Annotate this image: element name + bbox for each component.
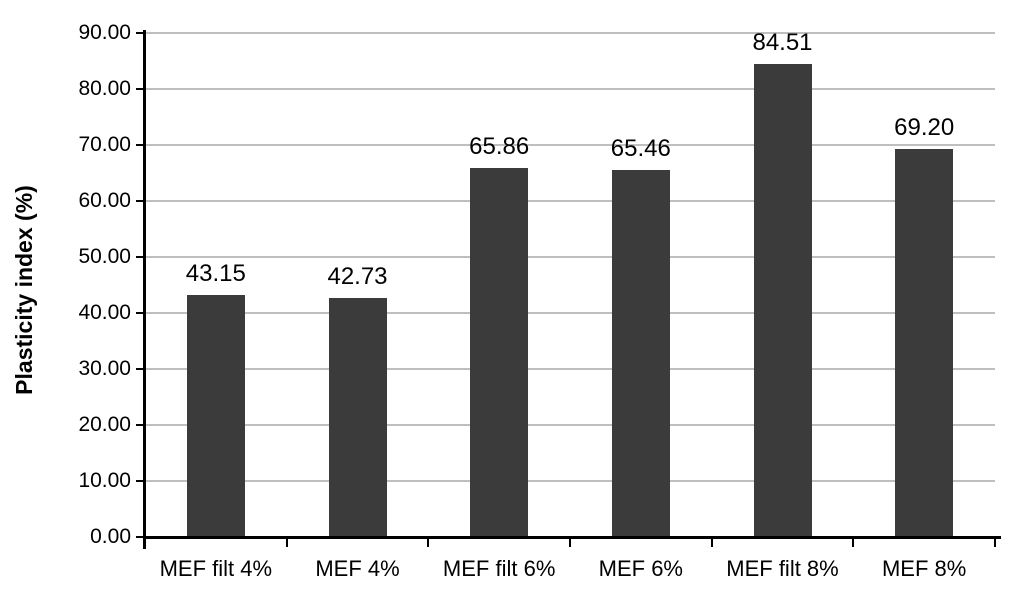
bar-value-label: 84.51: [752, 28, 813, 56]
x-axis-line: [143, 536, 1001, 539]
gridline: [145, 88, 995, 90]
y-axis-tick-label: 50.00: [78, 245, 131, 268]
y-axis-tick-label: 40.00: [78, 301, 131, 324]
x-axis-tick-mark: [710, 537, 713, 547]
y-axis-tick-mark: [136, 368, 145, 370]
gridline: [145, 32, 995, 34]
x-axis-category-label: MEF filt 4%: [159, 556, 273, 581]
bar-value-label: 65.86: [469, 133, 530, 161]
x-axis-tick-mark: [994, 537, 996, 547]
bar-value-label: 65.46: [610, 135, 671, 163]
gridline: [145, 480, 995, 482]
y-axis-line: [143, 30, 146, 549]
gridline: [145, 144, 995, 146]
bar: [753, 63, 812, 537]
y-axis-tick-label: 10.00: [78, 469, 131, 492]
y-axis-tick-mark: [136, 312, 145, 314]
y-axis-tick-label: 70.00: [78, 133, 131, 156]
y-axis-tick-mark: [136, 144, 145, 146]
bar-value-label: 69.20: [894, 114, 955, 142]
bar-value-label: 43.15: [185, 260, 246, 288]
y-axis-tick-label: 0.00: [90, 525, 131, 548]
x-axis-category-label: MEF 6%: [598, 556, 683, 581]
y-axis-tick-label: 20.00: [78, 413, 131, 436]
gridline: [145, 312, 995, 314]
x-axis-tick-mark: [144, 537, 146, 547]
gridline: [145, 256, 995, 258]
y-axis-tick-label: 30.00: [78, 357, 131, 380]
y-axis-tick-mark: [136, 88, 145, 90]
x-axis-category-label: MEF filt 8%: [726, 556, 839, 581]
y-axis-tick-mark: [136, 200, 145, 202]
gridline: [145, 424, 995, 426]
x-axis-category-label: MEF 4%: [315, 556, 400, 581]
gridline: [145, 200, 995, 202]
x-axis-tick-mark: [285, 537, 288, 547]
y-axis-tick-mark: [136, 536, 145, 538]
y-axis-tick-mark: [136, 32, 145, 34]
bar: [186, 295, 245, 537]
y-axis-tick-label: 90.00: [78, 21, 131, 44]
y-axis-tick-label: 80.00: [78, 77, 131, 100]
y-axis-tick-mark: [136, 480, 145, 482]
bar: [611, 170, 670, 537]
bar-value-label: 42.73: [327, 262, 388, 290]
x-axis-category-label: MEF filt 6%: [442, 556, 556, 581]
bar: [470, 168, 529, 537]
x-axis-category-label: MEF 8%: [881, 556, 967, 581]
y-axis-tick-label: 60.00: [78, 189, 131, 212]
y-axis-title: Plasticity index (%): [11, 185, 37, 395]
gridline: [145, 368, 995, 370]
x-axis-tick-mark: [852, 537, 855, 547]
y-axis-tick-mark: [136, 256, 145, 258]
bar: [328, 297, 387, 537]
y-axis-tick-mark: [136, 424, 145, 426]
x-axis-tick-mark: [569, 537, 571, 547]
bar: [895, 149, 954, 537]
x-axis-tick-mark: [427, 537, 430, 547]
